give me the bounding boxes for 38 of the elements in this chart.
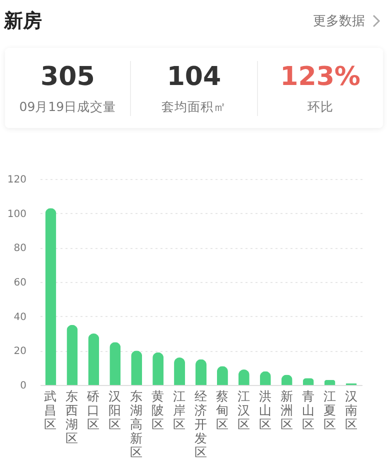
x-tick-label: 江岸区 [173,388,186,432]
text: 123% [280,62,360,92]
bar [45,208,56,385]
x-tick-label: 硚口区 [86,388,100,432]
x-tick-label: 新洲区 [280,388,294,432]
x-tick-label: 江夏区 [323,388,336,432]
x-tick-label: 江汉区 [237,388,250,432]
y-tick-label: 60 [14,278,26,288]
x-tick-label: 东西湖区 [66,388,79,446]
bar [88,334,100,385]
x-tick-label: 经济开发区 [194,388,208,460]
x-tick-label: 蔡甸区 [216,388,229,432]
y-tick-label: 100 [7,208,26,220]
x-tick-label: 汉南区 [344,388,358,432]
y-tick-label: 120 [7,174,26,186]
bar [66,324,78,385]
x-tick-label: 洪山区 [258,388,272,432]
text: 305 [40,62,95,92]
bar [110,342,121,385]
category-label: 09月19日成交量 [18,98,118,116]
category-label: 套均面积㎡ [160,98,228,116]
y-tick-label: 0 [20,380,26,392]
bar [174,358,186,385]
bar [131,350,142,385]
y-tick-label: 20 [14,346,26,358]
category-label: 环比 [306,98,334,116]
y-tick-label: 80 [14,243,26,254]
text: 104 [166,62,222,92]
text: 新房 [4,9,42,34]
x-tick-label: 黄陂区 [152,388,165,432]
x-tick-label: 青山区 [302,388,315,432]
y-tick-label: 40 [14,312,26,323]
x-tick-label: 东湖高新区 [130,388,144,460]
bar [196,359,206,385]
text: 更多数据 [313,13,365,30]
x-tick-label: 汉阳区 [108,388,122,432]
bar [152,352,164,385]
x-tick-label: 武昌区 [44,388,58,432]
